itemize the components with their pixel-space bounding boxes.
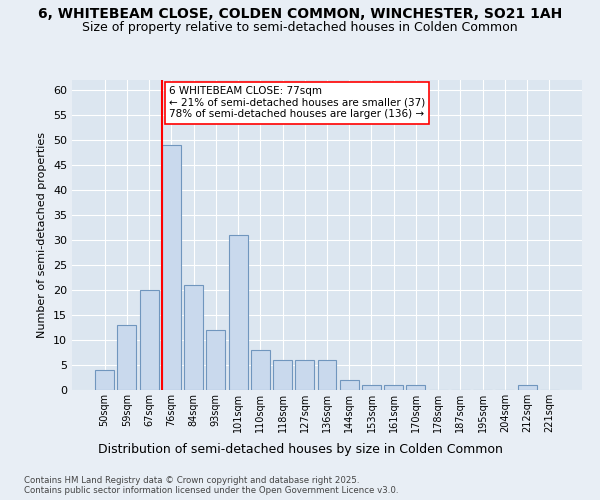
Bar [340,380,359,390]
Bar [206,330,225,390]
Bar [251,350,270,390]
Text: 6, WHITEBEAM CLOSE, COLDEN COMMON, WINCHESTER, SO21 1AH: 6, WHITEBEAM CLOSE, COLDEN COMMON, WINCH… [38,8,562,22]
Bar [273,360,292,390]
Bar [95,370,114,390]
Bar [518,385,536,390]
Text: Distribution of semi-detached houses by size in Colden Common: Distribution of semi-detached houses by … [98,442,502,456]
Text: Size of property relative to semi-detached houses in Colden Common: Size of property relative to semi-detach… [82,21,518,34]
Bar [162,145,181,390]
Bar [140,290,158,390]
Bar [317,360,337,390]
Bar [295,360,314,390]
Bar [406,385,425,390]
Bar [229,235,248,390]
Text: Contains HM Land Registry data © Crown copyright and database right 2025.
Contai: Contains HM Land Registry data © Crown c… [24,476,398,495]
Bar [362,385,381,390]
Text: 6 WHITEBEAM CLOSE: 77sqm
← 21% of semi-detached houses are smaller (37)
78% of s: 6 WHITEBEAM CLOSE: 77sqm ← 21% of semi-d… [169,86,425,120]
Bar [118,325,136,390]
Bar [384,385,403,390]
Bar [184,285,203,390]
Y-axis label: Number of semi-detached properties: Number of semi-detached properties [37,132,47,338]
